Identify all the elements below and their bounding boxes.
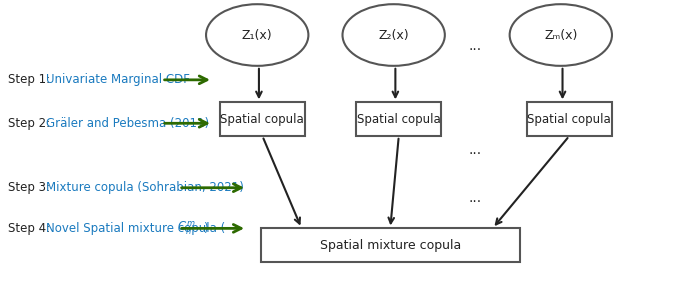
- Text: Univariate Marginal CDF: Univariate Marginal CDF: [46, 73, 190, 86]
- Text: ...: ...: [469, 39, 482, 53]
- Text: Step 4:: Step 4:: [8, 222, 54, 235]
- Text: Step 3:: Step 3:: [8, 181, 54, 194]
- Text: Novel Spatial mixture copula (: Novel Spatial mixture copula (: [46, 222, 225, 235]
- FancyBboxPatch shape: [260, 228, 520, 262]
- Text: Spatial copula: Spatial copula: [527, 113, 611, 126]
- Text: ...: ...: [469, 190, 482, 205]
- Text: $C_h^m$: $C_h^m$: [177, 220, 196, 237]
- Text: Spatial copula: Spatial copula: [221, 113, 304, 126]
- Text: ...: ...: [469, 143, 482, 157]
- Text: Z₂(x): Z₂(x): [378, 29, 409, 42]
- Text: Spatial mixture copula: Spatial mixture copula: [320, 239, 461, 252]
- Text: Mixture copula (Sohrabian, 2021): Mixture copula (Sohrabian, 2021): [46, 181, 244, 194]
- Text: Spatial copula: Spatial copula: [357, 113, 440, 126]
- Text: Step 1:: Step 1:: [8, 73, 54, 86]
- FancyBboxPatch shape: [356, 102, 441, 136]
- Text: ): ): [203, 222, 208, 235]
- Text: Gräler and Pebesma (2011): Gräler and Pebesma (2011): [46, 117, 209, 130]
- Text: Step 2:: Step 2:: [8, 117, 54, 130]
- Text: Zₘ(x): Zₘ(x): [544, 29, 577, 42]
- Text: Z₁(x): Z₁(x): [242, 29, 273, 42]
- FancyBboxPatch shape: [220, 102, 305, 136]
- FancyBboxPatch shape: [527, 102, 612, 136]
